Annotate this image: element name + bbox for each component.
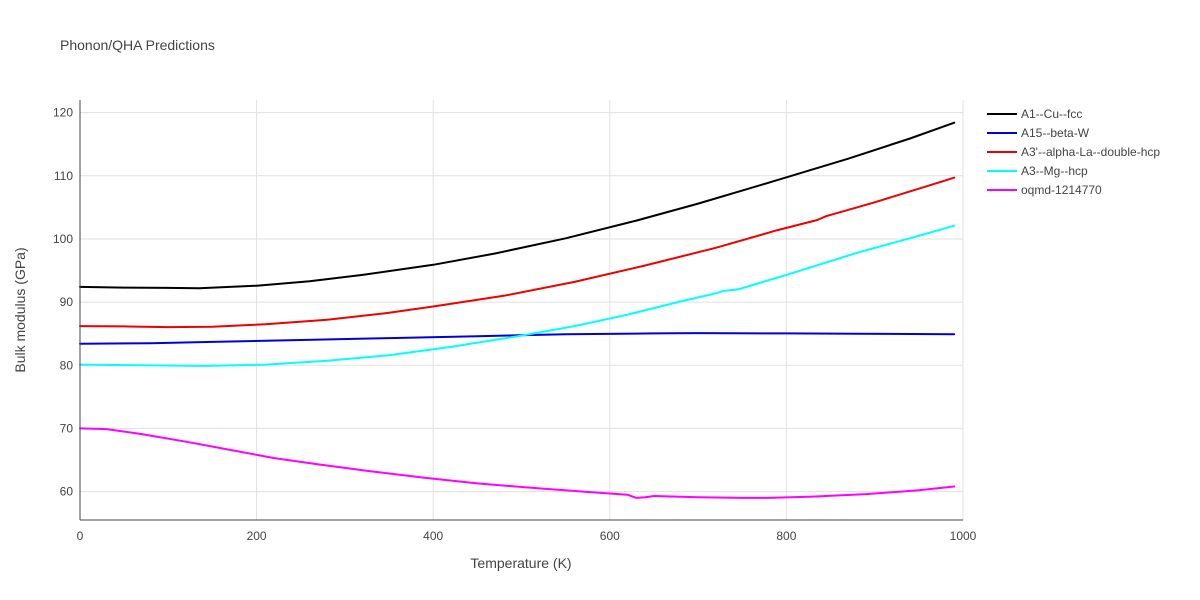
legend-label: oqmd-1214770: [1021, 183, 1102, 197]
legend-item-0[interactable]: A1--Cu--fcc: [987, 107, 1082, 121]
series-line-0: [79, 121, 956, 290]
series-line-4: [79, 427, 956, 499]
x-axis-title: Temperature (K): [470, 555, 571, 571]
y-tick-label: 110: [54, 169, 73, 183]
y-tick-label: 100: [53, 232, 73, 246]
series-line-3: [79, 224, 956, 367]
x-tick-label: 1000: [950, 529, 977, 543]
x-tick-label: 400: [423, 529, 443, 543]
x-tick-label: 200: [247, 529, 267, 543]
y-tick-label: 90: [60, 295, 74, 309]
y-tick-label: 70: [60, 421, 74, 435]
series-lines: [79, 121, 956, 499]
y-tick-label: 120: [53, 106, 73, 120]
legend-item-1[interactable]: A15--beta-W: [987, 126, 1090, 140]
y-tick-label: 60: [60, 485, 74, 499]
chart-title: Phonon/QHA Predictions: [60, 37, 215, 53]
axes: 0 200 400 600 800 1000 60 70 80 90 100 110 120: [53, 100, 977, 543]
legend[interactable]: A1--Cu--fcc A15--beta-W A3'--alpha-La--dou…: [987, 107, 1160, 197]
legend-label: A15--beta-W: [1021, 126, 1090, 140]
series-line-2: [79, 176, 956, 329]
legend-label: A3--Mg--hcp: [1021, 164, 1088, 178]
legend-label: A3'--alpha-La--double-hcp: [1021, 145, 1160, 159]
legend-item-4[interactable]: oqmd-1214770: [987, 183, 1102, 197]
series-line-1: [79, 332, 956, 345]
x-tick-label: 0: [77, 529, 84, 543]
legend-label: A1--Cu--fcc: [1021, 107, 1082, 121]
y-axis-title: Bulk modulus (GPa): [12, 247, 28, 372]
x-tick-label: 600: [600, 529, 620, 543]
legend-item-2[interactable]: A3'--alpha-La--double-hcp: [987, 145, 1160, 159]
grid: [80, 100, 964, 520]
x-tick-label: 800: [776, 529, 796, 543]
y-tick-label: 80: [60, 358, 74, 372]
legend-item-3[interactable]: A3--Mg--hcp: [987, 164, 1088, 178]
